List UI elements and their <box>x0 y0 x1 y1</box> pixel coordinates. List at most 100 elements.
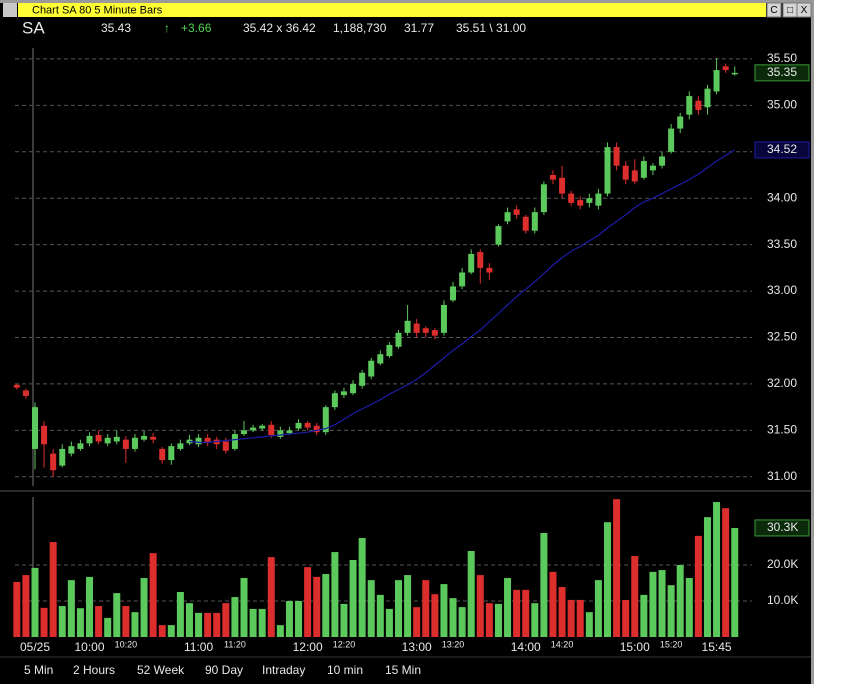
candle-body <box>350 383 357 394</box>
last-price-label: 35.35 <box>767 65 797 79</box>
volume-bar <box>594 580 602 637</box>
candle-body <box>486 267 493 273</box>
volume-bar <box>131 612 139 637</box>
volume-bar <box>122 606 130 637</box>
y-tick-label: 20.0K <box>767 557 798 571</box>
candle-body <box>513 209 520 215</box>
window-border <box>0 0 813 3</box>
toolbar-button[interactable]: 52 Week <box>137 663 185 677</box>
candle-body <box>150 436 157 440</box>
candle-body <box>586 198 593 203</box>
volume-bar <box>694 535 702 637</box>
volume-bar <box>540 532 548 637</box>
volume-bar <box>149 553 157 637</box>
x-tick-label: 15:00 <box>620 640 650 654</box>
candle-body <box>77 443 84 449</box>
candle-body <box>68 446 75 454</box>
x-tick-label: 11:00 <box>184 640 213 654</box>
candle-body <box>704 88 711 108</box>
volume-bar <box>231 597 239 637</box>
volume-bar <box>222 603 230 637</box>
volume-bar <box>531 603 539 637</box>
x-tick-label-minor: 15:20 <box>660 639 683 649</box>
x-tick-label-minor: 13:20 <box>442 639 465 649</box>
window-button-label[interactable]: X <box>801 5 808 16</box>
candle-body <box>322 407 329 433</box>
x-tick-label: 13:00 <box>402 640 432 654</box>
volume-bar <box>13 581 21 637</box>
candle-body <box>495 226 502 245</box>
candle-body <box>295 422 302 429</box>
window-button-label[interactable]: □ <box>787 5 793 16</box>
volume-bar <box>295 601 303 637</box>
candle-body <box>413 323 420 333</box>
volume-bar <box>22 575 30 637</box>
x-tick-label-minor: 11:20 <box>224 639 246 649</box>
volume-bar <box>422 580 430 637</box>
volume-bar <box>649 571 657 637</box>
change-arrow: ↑ <box>164 21 170 35</box>
y-tick-label: 31.50 <box>767 423 797 437</box>
volume-bar <box>204 612 212 637</box>
toolbar-button[interactable]: 2 Hours <box>73 663 115 677</box>
volume-bar <box>449 598 457 637</box>
window-button[interactable] <box>766 2 782 18</box>
volume-bar <box>722 508 730 637</box>
candle-body <box>250 427 257 431</box>
volume-bar <box>731 527 739 637</box>
y-tick-label: 35.00 <box>767 98 797 112</box>
window-button-label[interactable]: C <box>770 5 777 16</box>
x-tick-label: 10:00 <box>75 640 105 654</box>
candle-body <box>577 200 584 206</box>
window-icon[interactable] <box>3 3 17 17</box>
volume-bar <box>249 608 257 637</box>
window-button[interactable] <box>796 2 812 18</box>
candle-body <box>359 372 366 386</box>
volume-bar <box>376 594 384 637</box>
ma-last-label: 34.52 <box>767 142 797 156</box>
candle-body <box>459 272 466 287</box>
volume-bar <box>358 538 366 637</box>
last-volume-label: 30.3K <box>767 520 798 534</box>
volume-bar <box>703 517 711 637</box>
volume-bar <box>313 576 321 637</box>
candle-body <box>395 332 402 347</box>
volume-bar <box>367 580 375 637</box>
last-price: 35.43 <box>101 21 131 35</box>
candle-body <box>659 156 666 166</box>
toolbar-button[interactable]: 90 Day <box>205 663 243 677</box>
toolbar-button[interactable]: 10 min <box>327 663 363 677</box>
volume-bar <box>549 571 557 637</box>
volume-bar <box>240 577 248 637</box>
candle-body <box>622 165 629 180</box>
candle-body <box>286 430 293 434</box>
volume-bar <box>104 617 112 637</box>
candle-body <box>313 425 320 433</box>
y-tick-label: 34.00 <box>767 190 797 204</box>
volume-bar <box>349 559 357 637</box>
candle-body <box>404 320 411 333</box>
toolbar-button[interactable]: Intraday <box>262 663 305 677</box>
volume-bar <box>604 522 612 637</box>
volume-bar <box>404 575 412 637</box>
volume-bar <box>49 541 57 637</box>
candle-body <box>440 305 447 333</box>
title-bar <box>18 3 766 17</box>
y-tick-label: 33.00 <box>767 283 797 297</box>
volume-bar <box>667 585 675 637</box>
x-tick-label-minor: 14:20 <box>551 639 574 649</box>
candle-body <box>631 170 638 182</box>
volume-bar <box>431 594 439 637</box>
candle-body <box>113 436 120 442</box>
toolbar-button[interactable]: 5 Min <box>24 663 53 677</box>
x-tick-label-minor: 12:20 <box>333 639 356 649</box>
volume-bar <box>58 606 66 637</box>
candle-body <box>277 430 284 437</box>
volume-bar <box>476 575 484 637</box>
volume-bar <box>640 594 648 637</box>
candle-body <box>177 443 184 449</box>
toolbar-button[interactable]: 15 Min <box>385 663 421 677</box>
candle-body <box>613 147 620 166</box>
volume-bar <box>394 580 402 637</box>
candle-body <box>640 161 647 178</box>
